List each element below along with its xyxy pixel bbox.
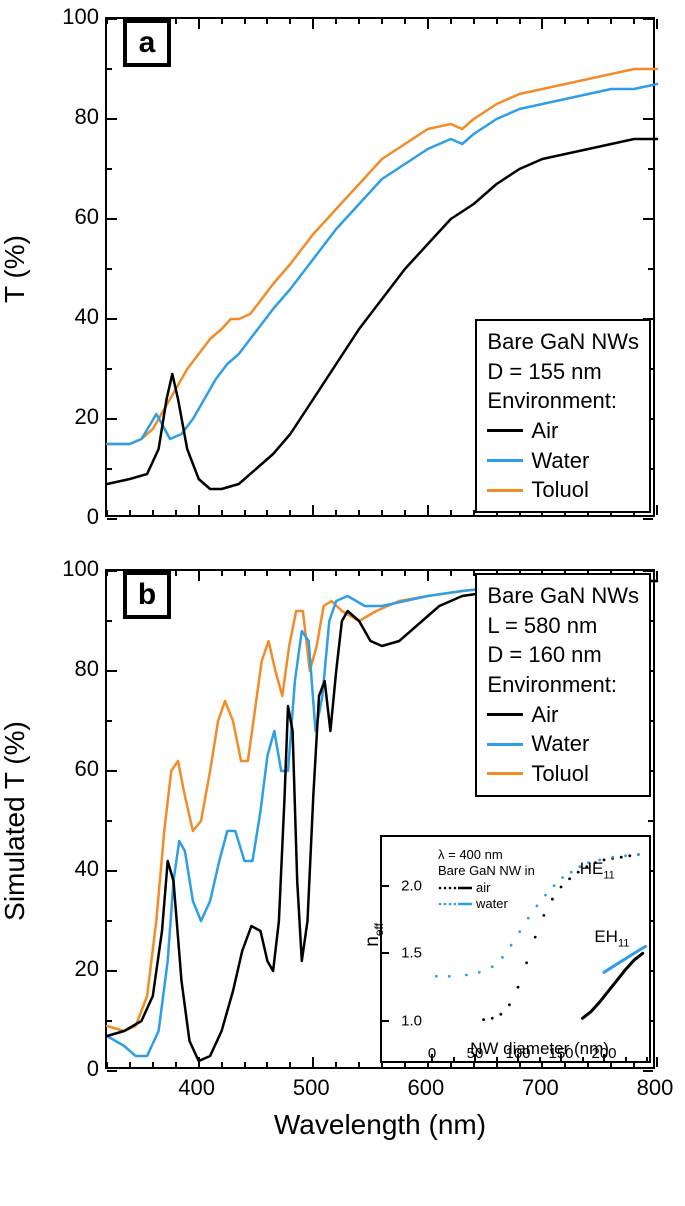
y-tick-label: 60 bbox=[61, 204, 99, 230]
x-tick-label: 800 bbox=[637, 1075, 674, 1101]
x-tick-label: 700 bbox=[522, 1075, 559, 1101]
inset-plot: 0501001502001.01.52.0NW diameter (nm)nef… bbox=[380, 835, 651, 1063]
legend-item: Toluol bbox=[487, 475, 639, 505]
inset-mode-label: HE11 bbox=[580, 859, 615, 881]
inset-legend: λ = 400 nmBare GaN NW inairwater bbox=[438, 847, 535, 912]
x-tick-label: 500 bbox=[293, 1075, 330, 1101]
panel_b-legend: Bare GaN NWsL = 580 nmD = 160 nmEnvironm… bbox=[475, 573, 651, 797]
legend-text: Environment: bbox=[487, 386, 639, 416]
inset-mode-label: EH11 bbox=[594, 927, 629, 949]
panel_a-plot-area: a Bare GaN NWsD = 155 nmEnvironment:AirWa… bbox=[105, 17, 655, 517]
y-tick-label: 100 bbox=[61, 556, 99, 582]
y-tick-label: 60 bbox=[61, 756, 99, 782]
x-tick-label: 400 bbox=[178, 1075, 215, 1101]
panel_a-ylabel: T (%) bbox=[0, 169, 31, 369]
legend-item: Toluol bbox=[487, 759, 639, 789]
y-tick-label: 80 bbox=[61, 104, 99, 130]
legend-item: Water bbox=[487, 446, 639, 476]
panel_b-ylabel: Simulated T (%) bbox=[0, 721, 31, 921]
legend-item: Air bbox=[487, 700, 639, 730]
legend-text: L = 580 nm bbox=[487, 611, 639, 641]
panel_a-legend: Bare GaN NWsD = 155 nmEnvironment:AirWat… bbox=[475, 319, 651, 513]
legend-text: D = 155 nm bbox=[487, 357, 639, 387]
x-tick-label: 600 bbox=[407, 1075, 444, 1101]
y-tick-label: 100 bbox=[61, 4, 99, 30]
y-tick-label: 80 bbox=[61, 656, 99, 682]
legend-text: Bare GaN NWs bbox=[487, 327, 639, 357]
figure-root: aBare GaN NWsD = 155 nmEnvironment:AirWa… bbox=[0, 0, 685, 1206]
y-tick-label: 20 bbox=[61, 404, 99, 430]
shared-xlabel: Wavelength (nm) bbox=[250, 1109, 510, 1141]
y-tick-label: 0 bbox=[61, 504, 99, 530]
legend-item: Air bbox=[487, 416, 639, 446]
y-tick-label: 0 bbox=[61, 1056, 99, 1082]
y-tick-label: 40 bbox=[61, 304, 99, 330]
legend-text: D = 160 nm bbox=[487, 640, 639, 670]
y-tick-label: 40 bbox=[61, 856, 99, 882]
legend-text: Environment: bbox=[487, 670, 639, 700]
panel-label-b: b bbox=[123, 571, 171, 619]
panel-label-a: a bbox=[123, 19, 171, 67]
y-tick-label: 20 bbox=[61, 956, 99, 982]
legend-item: Water bbox=[487, 729, 639, 759]
legend-text: Bare GaN NWs bbox=[487, 581, 639, 611]
